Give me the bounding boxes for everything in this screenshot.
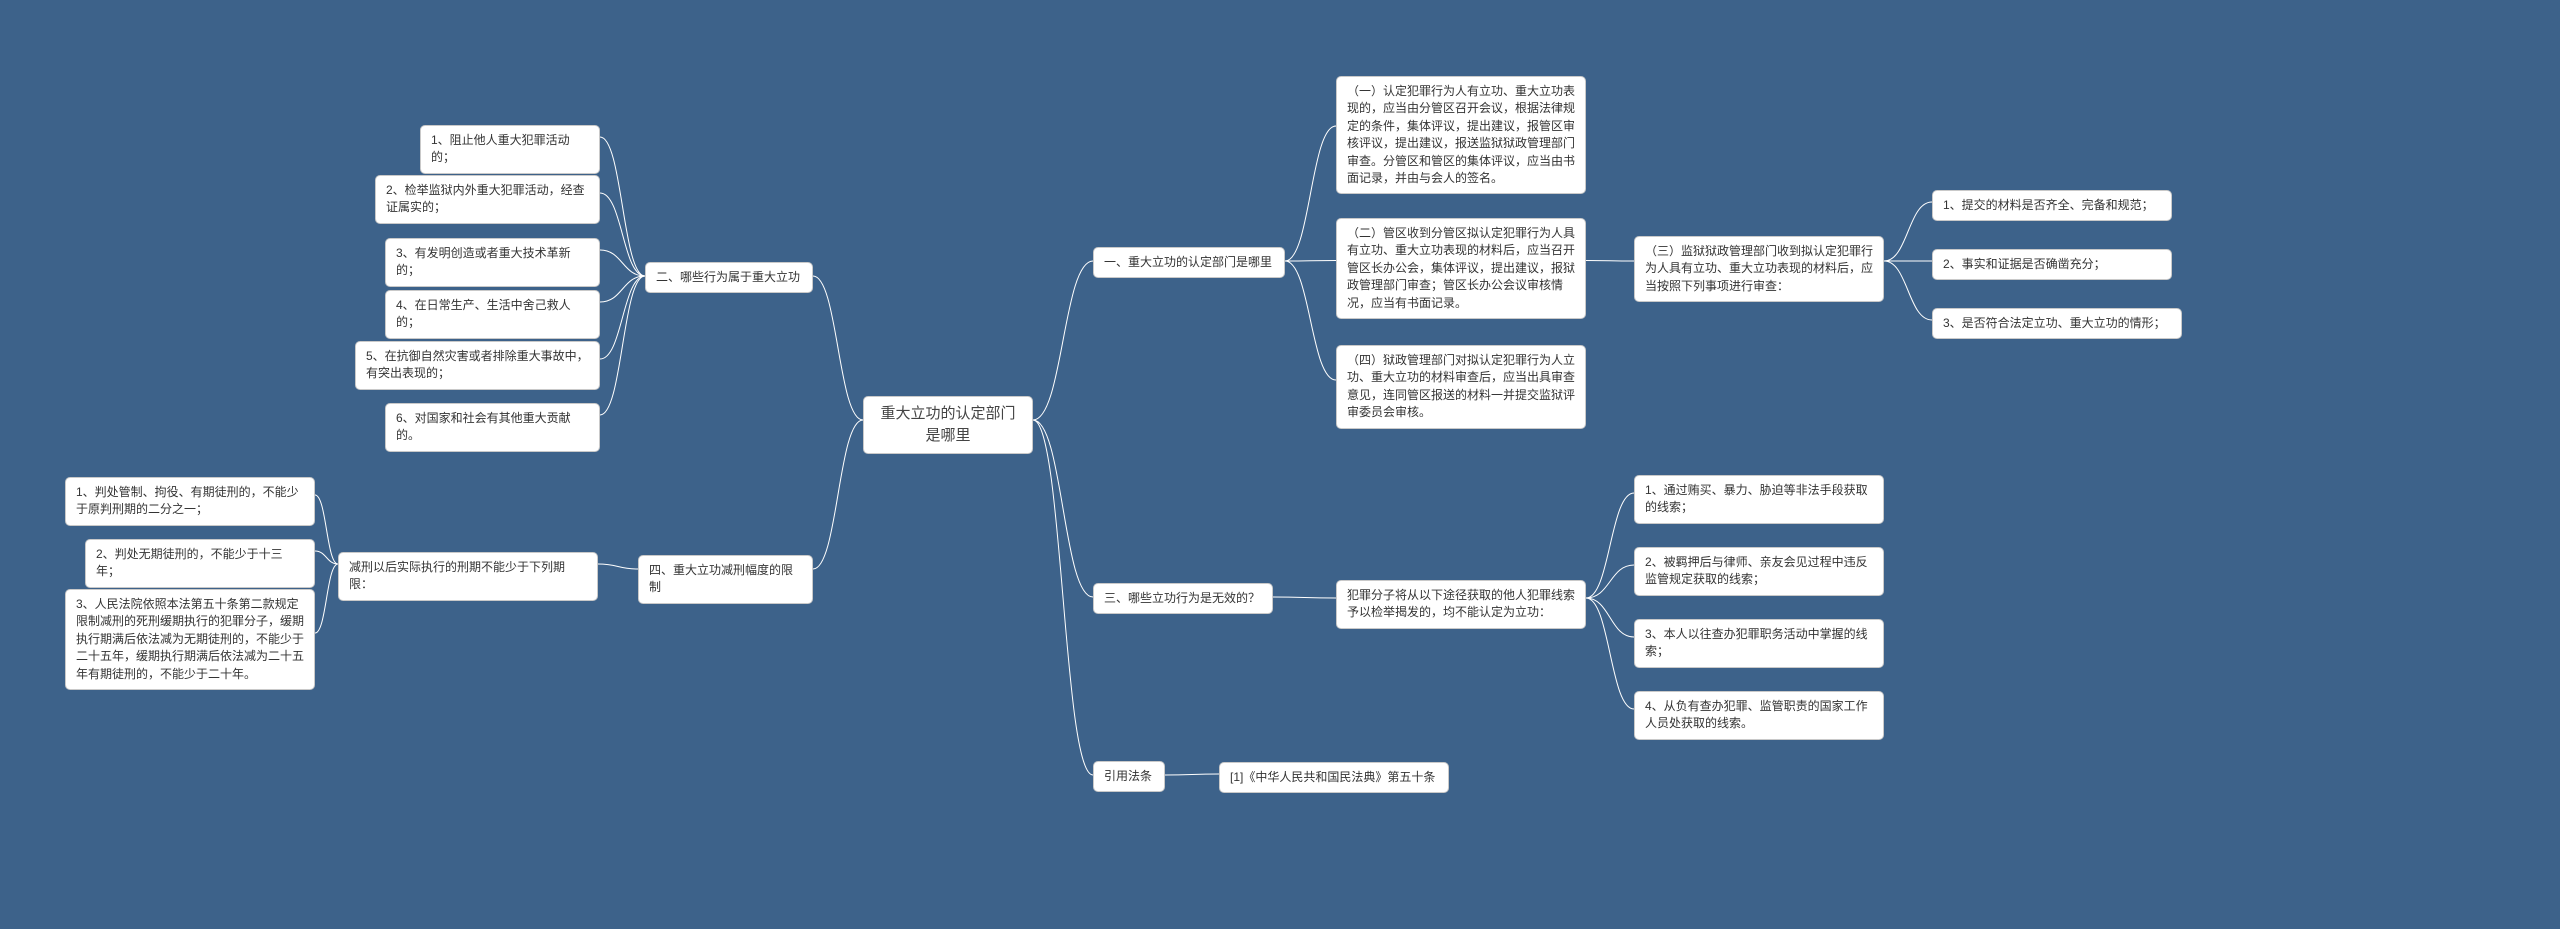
left-0-2: 3、有发明创造或者重大技术革新的；	[385, 238, 600, 287]
left-1-0-1: 2、判处无期徒刑的，不能少于十三年；	[85, 539, 315, 588]
left-0-label: 二、哪些行为属于重大立功	[656, 269, 800, 286]
right-1-0-2: 3、本人以往查办犯罪职务活动中掌握的线索；	[1634, 619, 1884, 668]
right-0-1-0-1-label: 2、事实和证据是否确凿充分；	[1943, 256, 2106, 273]
right-1-0-0-label: 1、通过贿买、暴力、胁迫等非法手段获取的线索；	[1645, 482, 1873, 517]
left-0-4-label: 5、在抗御自然灾害或者排除重大事故中，有突出表现的；	[366, 348, 589, 383]
left-0-0: 1、阻止他人重大犯罪活动的；	[420, 125, 600, 174]
left-1-0-2-label: 3、人民法院依照本法第五十条第二款规定限制减刑的死刑缓期执行的犯罪分子，缓期执行…	[76, 596, 304, 683]
right-0-label: 一、重大立功的认定部门是哪里	[1104, 254, 1272, 271]
right-1: 三、哪些立功行为是无效的？	[1093, 583, 1273, 614]
left-0-5: 6、对国家和社会有其他重大贡献的。	[385, 403, 600, 452]
right-0-1-0-2-label: 3、是否符合法定立功、重大立功的情形；	[1943, 315, 2166, 332]
right-0-1: （二）管区收到分管区拟认定犯罪行为人具有立功、重大立功表现的材料后，应当召开管区…	[1336, 218, 1586, 319]
right-2: 引用法条	[1093, 761, 1165, 792]
left-0-1-label: 2、检举监狱内外重大犯罪活动，经查证属实的；	[386, 182, 589, 217]
left-1-0-0-label: 1、判处管制、拘役、有期徒刑的，不能少于原判刑期的二分之一；	[76, 484, 304, 519]
right-1-0-0: 1、通过贿买、暴力、胁迫等非法手段获取的线索；	[1634, 475, 1884, 524]
right-1-0-1: 2、被羁押后与律师、亲友会见过程中违反监管规定获取的线索；	[1634, 547, 1884, 596]
left-0-2-label: 3、有发明创造或者重大技术革新的；	[396, 245, 589, 280]
left-0-5-label: 6、对国家和社会有其他重大贡献的。	[396, 410, 589, 445]
right-1-0-label: 犯罪分子将从以下途径获取的他人犯罪线索予以检举揭发的，均不能认定为立功：	[1347, 587, 1575, 622]
right-1-0-1-label: 2、被羁押后与律师、亲友会见过程中违反监管规定获取的线索；	[1645, 554, 1873, 589]
root-node: 重大立功的认定部门是哪里	[863, 396, 1033, 454]
right-1-0: 犯罪分子将从以下途径获取的他人犯罪线索予以检举揭发的，均不能认定为立功：	[1336, 580, 1586, 629]
right-0-1-label: （二）管区收到分管区拟认定犯罪行为人具有立功、重大立功表现的材料后，应当召开管区…	[1347, 225, 1575, 312]
left-1-0-1-label: 2、判处无期徒刑的，不能少于十三年；	[96, 546, 304, 581]
root-node-label: 重大立功的认定部门是哪里	[874, 403, 1022, 447]
right-2-0-label: [1]《中华人民共和国民法典》第五十条	[1230, 769, 1435, 786]
left-1-0-2: 3、人民法院依照本法第五十条第二款规定限制减刑的死刑缓期执行的犯罪分子，缓期执行…	[65, 589, 315, 690]
right-1-0-2-label: 3、本人以往查办犯罪职务活动中掌握的线索；	[1645, 626, 1873, 661]
left-1-0-0: 1、判处管制、拘役、有期徒刑的，不能少于原判刑期的二分之一；	[65, 477, 315, 526]
left-0: 二、哪些行为属于重大立功	[645, 262, 813, 293]
right-0-2-label: （四）狱政管理部门对拟认定犯罪行为人立功、重大立功的材料审查后，应当出具审查意见…	[1347, 352, 1575, 422]
right-0-1-0: （三）监狱狱政管理部门收到拟认定犯罪行为人具有立功、重大立功表现的材料后，应当按…	[1634, 236, 1884, 302]
left-1: 四、重大立功减刑幅度的限制	[638, 555, 813, 604]
right-0-1-0-1: 2、事实和证据是否确凿充分；	[1932, 249, 2172, 280]
left-0-4: 5、在抗御自然灾害或者排除重大事故中，有突出表现的；	[355, 341, 600, 390]
right-1-label: 三、哪些立功行为是无效的？	[1104, 590, 1260, 607]
right-0-1-0-label: （三）监狱狱政管理部门收到拟认定犯罪行为人具有立功、重大立功表现的材料后，应当按…	[1645, 243, 1873, 295]
left-0-0-label: 1、阻止他人重大犯罪活动的；	[431, 132, 589, 167]
right-1-0-3-label: 4、从负有查办犯罪、监管职责的国家工作人员处获取的线索。	[1645, 698, 1873, 733]
left-1-0: 减刑以后实际执行的刑期不能少于下列期限：	[338, 552, 598, 601]
right-1-0-3: 4、从负有查办犯罪、监管职责的国家工作人员处获取的线索。	[1634, 691, 1884, 740]
right-2-0: [1]《中华人民共和国民法典》第五十条	[1219, 762, 1449, 793]
left-1-label: 四、重大立功减刑幅度的限制	[649, 562, 802, 597]
right-2-label: 引用法条	[1104, 768, 1152, 785]
left-1-0-label: 减刑以后实际执行的刑期不能少于下列期限：	[349, 559, 587, 594]
right-0-2: （四）狱政管理部门对拟认定犯罪行为人立功、重大立功的材料审查后，应当出具审查意见…	[1336, 345, 1586, 429]
right-0-0: （一）认定犯罪行为人有立功、重大立功表现的，应当由分管区召开会议，根据法律规定的…	[1336, 76, 1586, 194]
right-0: 一、重大立功的认定部门是哪里	[1093, 247, 1285, 278]
right-0-1-0-0-label: 1、提交的材料是否齐全、完备和规范；	[1943, 197, 2154, 214]
right-0-0-label: （一）认定犯罪行为人有立功、重大立功表现的，应当由分管区召开会议，根据法律规定的…	[1347, 83, 1575, 187]
left-0-3: 4、在日常生产、生活中舍己救人的；	[385, 290, 600, 339]
right-0-1-0-0: 1、提交的材料是否齐全、完备和规范；	[1932, 190, 2172, 221]
right-0-1-0-2: 3、是否符合法定立功、重大立功的情形；	[1932, 308, 2182, 339]
left-0-1: 2、检举监狱内外重大犯罪活动，经查证属实的；	[375, 175, 600, 224]
left-0-3-label: 4、在日常生产、生活中舍己救人的；	[396, 297, 589, 332]
